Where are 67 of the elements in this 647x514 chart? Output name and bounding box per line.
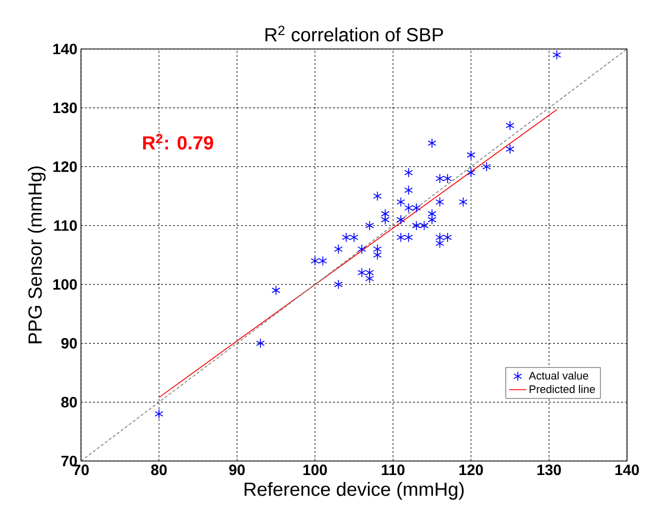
point	[396, 232, 406, 242]
point	[396, 214, 406, 225]
y-tick-label: 100	[53, 279, 77, 290]
point	[404, 168, 413, 178]
point	[428, 138, 436, 148]
point	[380, 214, 390, 225]
legend-label: Predicted line	[530, 384, 595, 394]
point	[365, 268, 374, 278]
point	[365, 274, 374, 284]
point	[357, 244, 366, 254]
y-tick-label: 130	[53, 102, 77, 114]
x-tick-label: 90	[229, 464, 245, 476]
point	[350, 232, 358, 242]
point	[482, 162, 491, 172]
point	[506, 144, 514, 154]
y-tick-label: 80	[61, 396, 77, 408]
point	[334, 279, 343, 290]
point	[506, 120, 514, 130]
point	[310, 256, 320, 266]
x-tick-label: 110	[382, 464, 404, 476]
x-tick-label: 70	[73, 464, 89, 476]
point	[380, 208, 390, 219]
point	[412, 202, 421, 213]
point	[154, 408, 164, 419]
point	[466, 168, 476, 178]
x-axis-title: Reference device (mmHg)	[244, 482, 464, 500]
point	[342, 232, 351, 242]
point	[396, 197, 406, 207]
x-tick-label: 120	[459, 464, 483, 476]
y-tick-label: 70	[61, 456, 77, 466]
x-tick-label: 80	[151, 464, 167, 476]
point	[428, 208, 436, 219]
point	[373, 191, 382, 202]
y-axis-title: PPG Sensor (mmHg)	[28, 166, 46, 344]
annotation: R$^{2}$: 0.79	[143, 134, 214, 150]
point	[365, 220, 374, 231]
point	[428, 214, 436, 225]
point	[435, 238, 444, 248]
point	[404, 202, 413, 213]
point	[318, 256, 328, 266]
point	[466, 150, 476, 160]
y-tick-label: 110	[54, 220, 77, 231]
point	[373, 250, 382, 260]
point	[435, 197, 444, 207]
x-tick-label: 100	[303, 464, 327, 476]
point	[404, 185, 413, 196]
point	[334, 244, 343, 254]
point	[435, 174, 444, 184]
point	[404, 232, 413, 242]
point	[272, 285, 280, 296]
point	[256, 338, 265, 348]
x-tick-label: 140	[615, 464, 639, 476]
point	[373, 244, 382, 254]
legend-label: Actual value	[528, 372, 588, 380]
x-tick-label: 130	[537, 464, 561, 476]
point	[357, 268, 366, 278]
point	[412, 220, 421, 231]
y-tick-label: 90	[61, 338, 77, 349]
point	[435, 232, 444, 242]
point	[443, 232, 452, 242]
point	[552, 50, 562, 60]
chart-title: R$^{2}$ correlation of SBP	[266, 26, 443, 42]
point	[420, 220, 429, 231]
point	[443, 174, 452, 184]
y-tick-label: 140	[53, 44, 77, 54]
y-tick-label: 120	[53, 161, 77, 172]
point	[458, 197, 468, 207]
